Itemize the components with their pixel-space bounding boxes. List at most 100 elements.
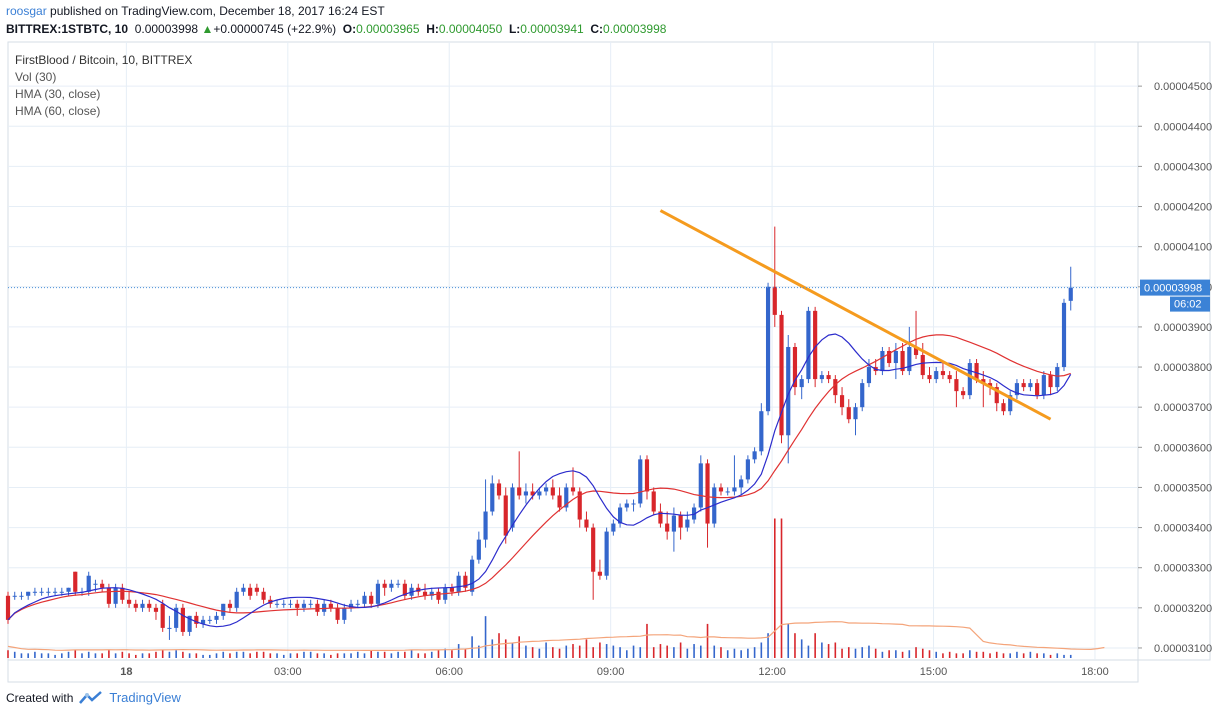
volume-bar — [67, 651, 70, 658]
tradingview-link[interactable]: TradingView — [109, 690, 181, 705]
candle-body — [12, 595, 17, 597]
volume-bar — [13, 651, 16, 658]
candle-body — [214, 615, 219, 620]
volume-bar — [948, 651, 951, 658]
published-text: published on TradingView.com, December 1… — [46, 4, 385, 18]
volume-bar — [760, 642, 763, 658]
change-value: +0.00000745 (+22.9%) — [213, 22, 337, 36]
candle-body — [860, 383, 865, 408]
candle-body — [140, 603, 145, 608]
volume-bar — [114, 653, 117, 658]
volume-bar — [155, 651, 157, 658]
candle-body — [570, 487, 576, 492]
candle-body — [281, 603, 286, 605]
volume-bar — [81, 653, 83, 658]
volume-bar — [363, 653, 366, 658]
candle-body — [496, 483, 502, 496]
volume-bar — [747, 648, 749, 658]
volume-bar — [518, 636, 520, 658]
last-price: 0.00003998 — [134, 22, 199, 36]
candle-body — [194, 615, 199, 624]
volume-bar — [356, 651, 359, 658]
volume-ma-line — [7, 621, 1105, 652]
volume-bar — [383, 651, 386, 658]
candle-body — [261, 591, 266, 600]
candle-body — [557, 495, 562, 508]
volume-bar — [807, 645, 810, 658]
volume-bar — [666, 645, 668, 658]
volume-bar — [397, 651, 399, 658]
volume-bar — [1022, 653, 1025, 658]
volume-bar — [612, 645, 615, 658]
candle-body — [241, 587, 246, 592]
volume-bar — [955, 653, 958, 658]
x-tick-label: 03:00 — [274, 666, 302, 678]
candle-body — [1048, 375, 1053, 388]
y-tick-label: 0.00004100 — [1154, 242, 1212, 254]
volume-bar — [1036, 653, 1038, 658]
volume-bar — [235, 651, 238, 658]
volume-bar — [995, 651, 998, 658]
volume-bar — [821, 642, 823, 658]
volume-bar — [895, 650, 897, 658]
candle-body — [106, 587, 111, 604]
candle-body — [362, 595, 367, 604]
volume-bar — [921, 648, 924, 658]
volume-bar — [605, 644, 608, 658]
candle-body — [913, 346, 919, 356]
volume-bar — [424, 653, 426, 658]
candle-body — [19, 595, 24, 597]
candle-body — [806, 310, 811, 380]
volume-bar — [881, 651, 884, 658]
created-with-text: Created with — [6, 690, 74, 705]
candle-body — [765, 286, 771, 412]
author-link[interactable]: roosgar — [6, 4, 47, 18]
volume-bar — [699, 645, 702, 658]
volume-bar — [800, 639, 803, 658]
ohlc-line: BITTREX:1STBTC, 10 0.00003998 ▲+0.000007… — [6, 22, 666, 36]
up-triangle-icon: ▲ — [201, 22, 214, 36]
volume-bar — [861, 647, 864, 658]
candle-body — [685, 519, 690, 528]
candle-body — [221, 603, 226, 616]
x-tick-label: 18:00 — [1081, 666, 1109, 678]
volume-bar — [552, 647, 554, 658]
candle-body — [167, 627, 172, 629]
candle-body — [826, 375, 831, 380]
candle-body — [900, 351, 905, 372]
candle-body — [396, 583, 401, 585]
volume-bar — [982, 651, 985, 658]
candle-body — [248, 587, 253, 596]
volume-bar — [350, 653, 352, 658]
candle-body — [853, 407, 858, 420]
volume-bar — [168, 651, 171, 658]
candle-body — [833, 379, 838, 396]
volume-bar — [874, 648, 877, 658]
volume-bar — [54, 654, 56, 658]
candle-body — [987, 383, 993, 388]
candle-body — [52, 591, 58, 593]
volume-bar — [827, 644, 830, 658]
candle-body — [920, 355, 925, 376]
candle-body — [947, 375, 952, 380]
volume-bar — [1049, 654, 1052, 658]
candle-body — [786, 346, 791, 436]
candle-body — [100, 583, 105, 588]
volume-bar — [901, 651, 904, 658]
volume-bar — [639, 647, 642, 658]
candle-body — [1055, 367, 1060, 388]
candle-body — [422, 591, 428, 596]
volume-bar — [592, 647, 594, 658]
candle-body — [866, 367, 872, 384]
volume-bar — [726, 650, 729, 658]
y-tick-label: 0.00003700 — [1154, 402, 1212, 414]
volume-bar — [1069, 654, 1072, 658]
candle-body — [1035, 383, 1040, 396]
x-tick-label: 06:00 — [435, 666, 463, 678]
candle-body — [301, 603, 307, 608]
candle-body — [174, 607, 179, 628]
publish-line: roosgar published on TradingView.com, De… — [6, 4, 385, 18]
volume-bar — [854, 648, 857, 658]
close-label: C: — [590, 22, 604, 36]
